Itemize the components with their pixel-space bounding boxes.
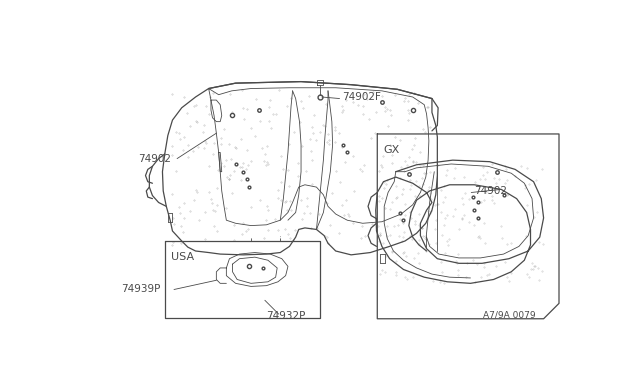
Text: 74939P: 74939P [121,285,160,295]
Text: A7/9A 0079: A7/9A 0079 [483,311,536,320]
Text: 74902: 74902 [474,186,508,196]
Text: 74902F: 74902F [342,92,381,102]
Text: 74932P: 74932P [266,311,306,321]
Text: USA: USA [171,252,194,262]
Text: GX: GX [383,145,400,155]
Text: 74902: 74902 [139,154,172,164]
